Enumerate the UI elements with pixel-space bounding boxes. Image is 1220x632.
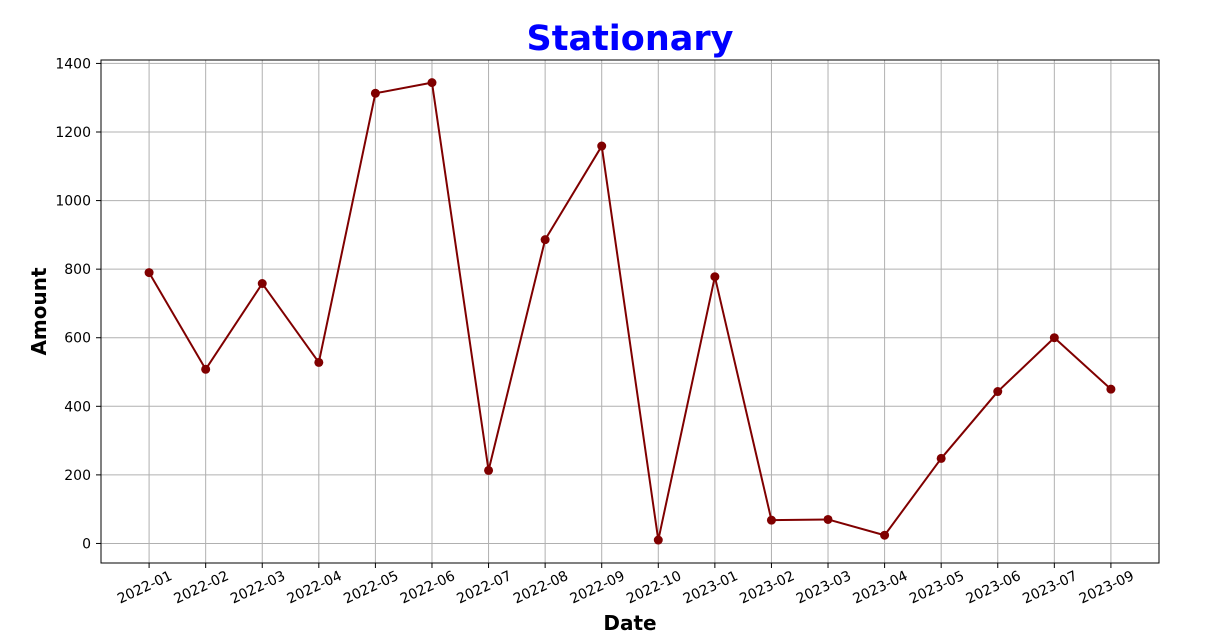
data-point	[370, 88, 380, 98]
y-tick-label: 200	[64, 468, 91, 484]
plot-area	[100, 59, 1160, 564]
data-point	[201, 364, 211, 374]
data-point	[540, 235, 550, 245]
x-tick-label: 2022-08	[511, 568, 571, 607]
data-point	[766, 515, 776, 525]
x-tick-label: 2022-09	[568, 568, 628, 607]
y-tick-label: 400	[64, 399, 91, 415]
data-point	[257, 279, 267, 289]
data-point	[144, 268, 154, 278]
x-tick-label: 2022-03	[228, 568, 288, 607]
series-line	[148, 81, 1112, 542]
x-tick-label: 2022-06	[398, 568, 458, 607]
x-tick-label: 2023-09	[1077, 568, 1137, 607]
x-tick-label: 2023-04	[851, 568, 911, 607]
y-tick-label: 1200	[55, 125, 91, 141]
y-tick-label: 800	[64, 262, 91, 278]
data-point	[936, 453, 946, 463]
data-point	[427, 78, 437, 88]
x-tick-label: 2022-02	[172, 568, 232, 607]
x-tick-label: 2023-06	[964, 568, 1024, 607]
y-axis-title: Amount	[27, 267, 51, 356]
x-tick-label: 2022-07	[454, 568, 514, 607]
chart-title: Stationary	[527, 19, 734, 59]
data-point	[823, 514, 833, 524]
x-tick-label: 2022-10	[624, 568, 684, 607]
x-axis-title: Date	[603, 611, 656, 632]
x-tick-label: 2023-02	[737, 568, 797, 607]
y-tick-label: 1400	[55, 56, 91, 72]
y-tick-label: 1000	[55, 194, 91, 210]
x-tick-label: 2022-04	[285, 568, 345, 607]
x-tick-label: 2023-05	[907, 568, 967, 607]
grid	[101, 60, 1159, 563]
x-tick-label: 2023-03	[794, 568, 854, 607]
y-axis: 0 200 400 600 800 1000 1200 1400	[55, 56, 101, 552]
data-point	[653, 535, 663, 545]
x-tick-label: 2023-01	[681, 568, 741, 607]
data-point	[597, 141, 607, 151]
data-point	[314, 357, 324, 367]
y-tick-label: 600	[64, 331, 91, 347]
data-point	[993, 387, 1003, 397]
x-tick-label: 2023-07	[1020, 568, 1080, 607]
x-axis: 2022-012022-022022-032022-042022-052022-…	[115, 563, 1137, 607]
x-tick-label: 2022-05	[341, 568, 401, 607]
data-point	[880, 530, 890, 540]
data-point	[710, 272, 720, 282]
data-point	[484, 465, 494, 475]
data-point	[1106, 384, 1116, 394]
data-point	[1049, 333, 1059, 343]
x-tick-label: 2022-01	[115, 568, 175, 607]
series	[144, 78, 1116, 545]
y-tick-label: 0	[82, 536, 91, 552]
